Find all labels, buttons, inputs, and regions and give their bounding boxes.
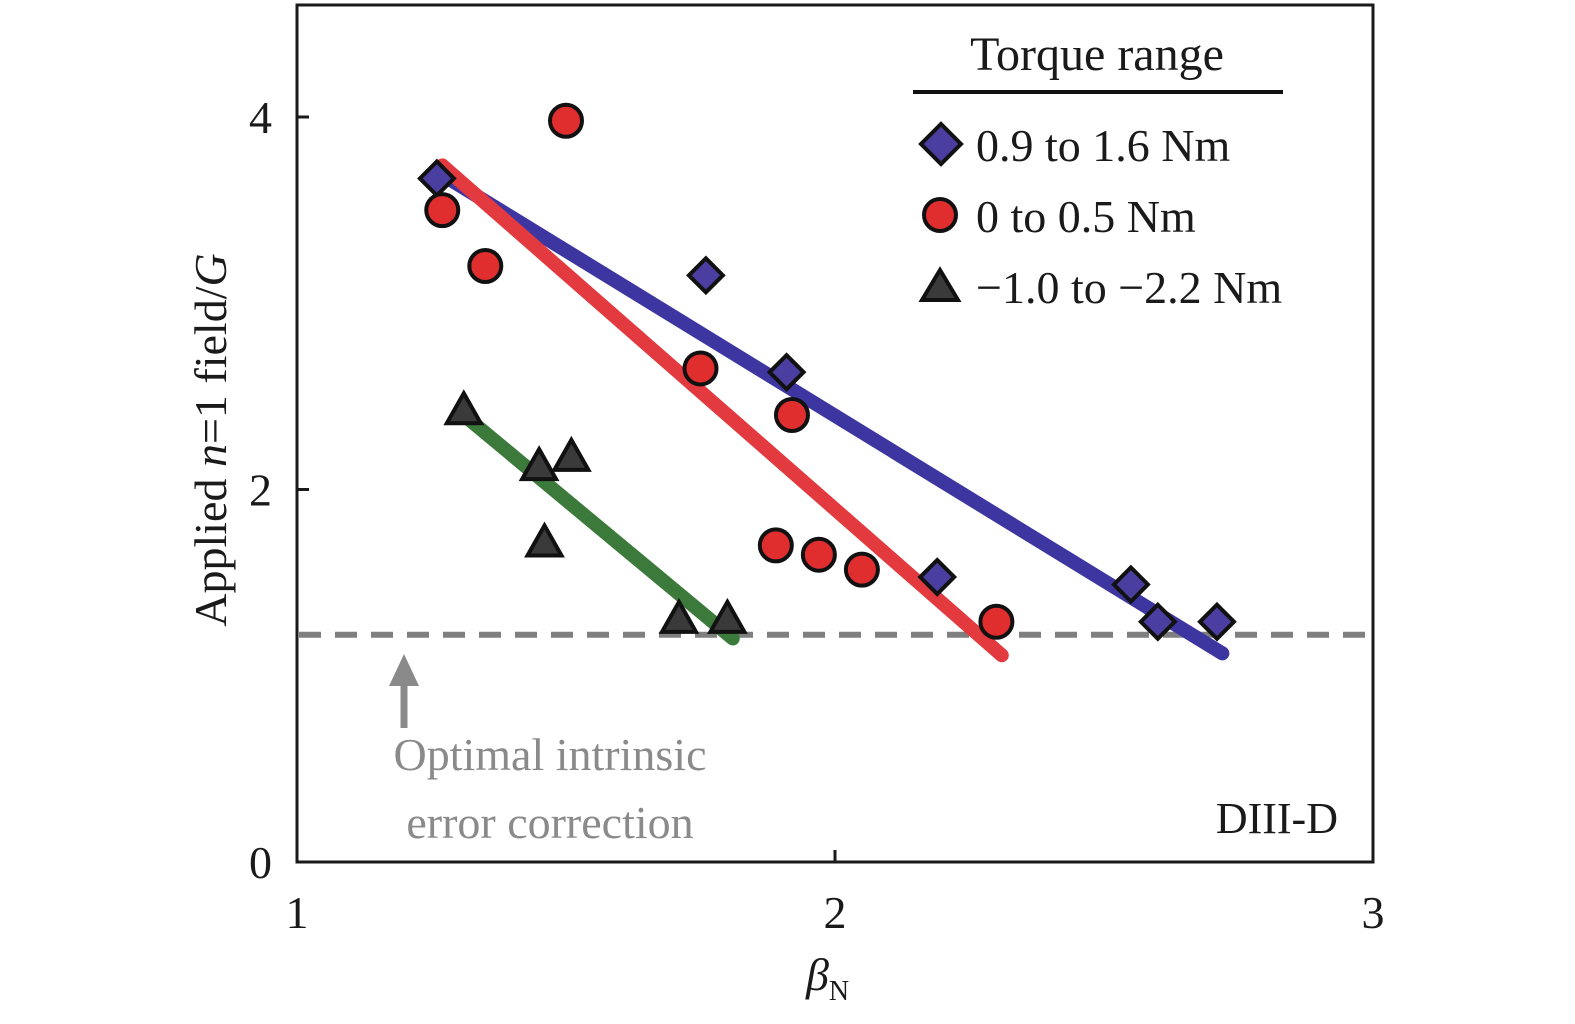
legend-marker-triangle [918,266,962,302]
data-point-circle [467,248,504,284]
fit-line-low-torque [435,158,1009,663]
x-axis-label: βN [805,949,849,1007]
annotation-arrow-head [389,654,419,686]
fit-line-negative-torque [456,408,740,646]
legend: Torque range 0.9 to 1.6 Nm 0 to 0.5 Nm −… [913,28,1283,313]
data-point-triangle [443,389,485,426]
data-point-diamond [686,255,726,296]
data-point-triangle [658,597,700,634]
data-point-diamond [1111,564,1151,605]
data-point-diamond [1197,601,1237,642]
data-point-circle [978,603,1015,640]
data-point-diamond [917,557,958,597]
x-tick-label: 2 [824,887,847,938]
annotation-line-2: error correction [406,797,693,848]
y-tick-label: 4 [249,92,272,143]
fit-line-high-torque [435,167,1230,661]
data-point-circle [424,192,461,229]
data-point-circle [800,536,837,573]
x-axis-label-beta: β [805,949,829,1000]
y-axis-label: Applied n=1 field/G [185,253,236,626]
legend-entry-diamond: 0.9 to 1.6 Nm [976,120,1231,171]
legend-entry-triangle: −1.0 to −2.2 Nm [976,262,1282,313]
legend-entry-circle: 0 to 0.5 Nm [976,191,1196,242]
fit-lines-group [435,158,1230,663]
y-tick-label: 0 [249,837,272,888]
x-tick-label: 1 [286,887,309,938]
legend-marker-diamond [918,121,964,167]
ticks-group: 1 2 3 0 2 4 [249,92,1385,938]
data-point-diamond [1137,601,1178,642]
markers-group [417,102,1237,642]
y-tick-label: 2 [249,465,272,516]
y-axis-label-mid: =1 field/ [185,286,236,444]
legend-title: Torque range [970,28,1224,81]
annotation-line-1: Optimal intrinsic [393,729,706,780]
x-tick-label: 3 [1362,887,1385,938]
device-tag: DIII-D [1216,794,1338,843]
data-point-triangle [706,597,748,634]
legend-marker-circle [922,197,958,233]
data-point-circle [682,350,719,387]
data-point-diamond [766,352,807,392]
y-axis-label-pre: Applied [185,467,236,627]
optimal-correction-annotation: Optimal intrinsic error correction [389,654,707,848]
y-axis-label-g: G [185,253,236,286]
data-point-circle [773,397,810,433]
svg-text:Applied n=1 field/G: Applied n=1 field/G [185,253,236,626]
data-point-circle [548,102,584,139]
data-point-circle [843,551,880,588]
data-point-triangle [524,521,565,558]
data-point-triangle [518,445,560,482]
x-axis-label-subscript: N [829,976,849,1007]
data-point-triangle [550,435,592,472]
data-point-circle [757,527,794,564]
svg-text:βN: βN [805,949,849,1007]
y-axis-label-n: n [185,444,236,467]
